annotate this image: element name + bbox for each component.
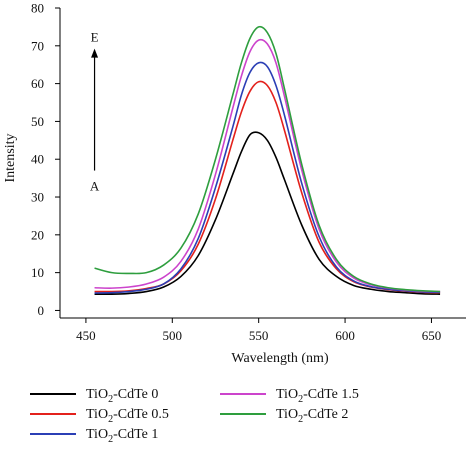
y-tick-label: 10 [31,265,44,280]
series-line-2 [94,61,441,294]
arrow-annotation: E A [90,30,100,194]
y-axis-title: Intensity [3,134,18,183]
legend-label-4: TiO2-CdTe 2 [276,407,348,425]
x-tick-label: 600 [335,328,355,343]
legend-label-0: TiO2-CdTe 0 [86,387,158,405]
arrow-head-icon [91,48,99,58]
y-tick-label: 40 [31,152,44,167]
series-group [94,25,441,296]
y-tick-label: 20 [31,227,44,242]
x-tick-label: 450 [76,328,96,343]
x-tick-label: 650 [422,328,442,343]
legend: TiO2-CdTe 0 TiO2-CdTe 0.5 TiO2-CdTe 1 TiO2-… [30,387,359,445]
series-line-4 [94,25,441,293]
x-tick-label: 550 [249,328,269,343]
annotation-bottom-label: A [90,179,100,194]
series-line-1 [94,80,441,294]
y-tick-label: 60 [31,76,44,91]
y-tick-label: 0 [38,303,45,318]
legend-label-3: TiO2-CdTe 1.5 [276,387,359,405]
series-line-3 [94,38,441,293]
legend-label-2: TiO2-CdTe 1 [86,427,158,445]
y-ticks: 0 10 20 30 40 50 60 70 80 [31,1,60,318]
series-line-0 [94,131,441,296]
y-tick-label: 50 [31,114,44,129]
y-tick-label: 30 [31,190,44,205]
legend-label-1: TiO2-CdTe 0.5 [86,407,169,425]
axes [59,8,466,319]
x-tick-label: 500 [163,328,183,343]
x-axis-title: Wavelength (nm) [231,351,329,366]
y-tick-label: 70 [31,38,44,53]
annotation-top-label: E [91,30,99,45]
y-tick-label: 80 [31,1,44,16]
x-ticks: 450 500 550 600 650 [76,318,441,343]
